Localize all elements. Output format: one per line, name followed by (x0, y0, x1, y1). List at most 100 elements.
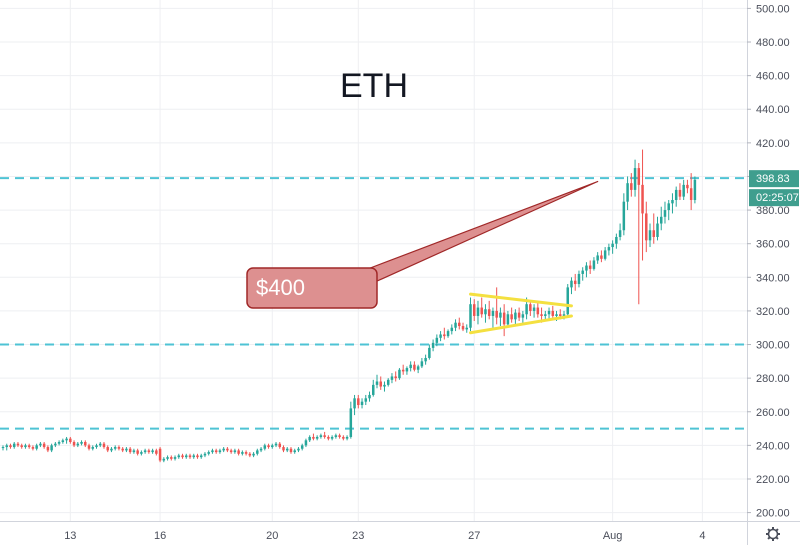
candle (626, 176, 629, 211)
candle-body (98, 443, 102, 446)
x-tick-label: 4 (699, 530, 705, 542)
candle (233, 448, 237, 454)
candle (652, 213, 656, 244)
candle-body (517, 312, 521, 318)
candle (177, 453, 181, 459)
candle (330, 435, 334, 441)
candle-body (656, 223, 659, 237)
x-tick-label: 13 (64, 530, 76, 542)
candle-body (50, 445, 53, 451)
candle-body (547, 310, 551, 315)
candle-body (218, 450, 222, 453)
candle (615, 233, 618, 249)
candle-body (581, 270, 584, 274)
candle (641, 149, 644, 261)
candle-body (570, 280, 573, 288)
candle-body (499, 312, 502, 318)
candle-body (540, 314, 543, 316)
candle-body (510, 314, 513, 320)
candle-body (428, 347, 431, 358)
candle (185, 453, 188, 459)
candle (57, 440, 61, 446)
candle-body (181, 455, 184, 458)
candle (170, 455, 173, 461)
candle-body (596, 255, 599, 261)
candle-body (315, 436, 319, 439)
candle-body (327, 436, 330, 439)
candle-body (80, 442, 83, 444)
candle (147, 448, 151, 454)
candle (648, 223, 652, 248)
candle-body (177, 455, 181, 458)
candle (263, 443, 267, 451)
y-tick-label: 360.00 (756, 239, 790, 251)
candle (102, 442, 106, 449)
candle (1, 445, 5, 451)
candle (401, 364, 405, 375)
candle-body (72, 442, 76, 446)
candle (577, 270, 581, 288)
candle (252, 452, 255, 458)
candle-body (678, 189, 682, 197)
candle-body (536, 307, 540, 315)
candle (222, 447, 225, 453)
candle-body (372, 384, 375, 395)
candle (372, 379, 375, 397)
candle (596, 252, 599, 264)
candle-body (585, 265, 588, 271)
candle (383, 381, 386, 392)
horizontal-levels (0, 177, 747, 430)
candle-body (424, 357, 427, 362)
candle (585, 262, 588, 278)
candle-body (256, 450, 259, 454)
candle (450, 324, 454, 335)
candle (188, 453, 192, 459)
candle-body (573, 280, 577, 285)
candle (618, 223, 622, 241)
candle-body (630, 183, 633, 190)
candle (532, 304, 536, 318)
candle-body (259, 448, 263, 451)
candle (199, 453, 203, 459)
gear-icon[interactable] (766, 527, 780, 541)
y-tick-label: 300.00 (756, 340, 790, 352)
candle-body (300, 445, 304, 449)
candle (674, 186, 678, 207)
candle (35, 443, 38, 451)
price-badge-timer: 02:25:07 (756, 192, 799, 204)
candle-body (686, 184, 689, 189)
candle (357, 394, 360, 409)
candle (633, 159, 637, 197)
candle (196, 453, 199, 459)
candle (323, 431, 326, 439)
candle-body (633, 168, 637, 190)
candle (570, 277, 573, 295)
candle (510, 307, 513, 323)
candle (91, 445, 95, 451)
callout-box (246, 267, 378, 309)
candle-body (353, 398, 356, 409)
candle (682, 179, 685, 200)
candle-body (416, 366, 420, 370)
y-tick-label: 220.00 (756, 474, 790, 486)
candle-body (24, 445, 27, 448)
last-price-badge: 398.83 02:25:07 (749, 170, 799, 207)
y-tick-label: 320.00 (756, 306, 790, 318)
candle (259, 447, 263, 453)
candle (600, 250, 603, 263)
candle-body (559, 314, 562, 316)
price-badge-timer-bg (749, 189, 799, 207)
candle (443, 327, 446, 340)
y-tick-label: 260.00 (756, 407, 790, 419)
candle-body (338, 435, 341, 437)
candle-body (525, 304, 528, 315)
candle (203, 452, 207, 458)
candle-body (61, 440, 65, 443)
candle-body (162, 458, 166, 461)
candle (428, 344, 431, 360)
y-tick-label: 200.00 (756, 508, 790, 520)
candle-body (91, 447, 95, 449)
candle (454, 319, 457, 332)
